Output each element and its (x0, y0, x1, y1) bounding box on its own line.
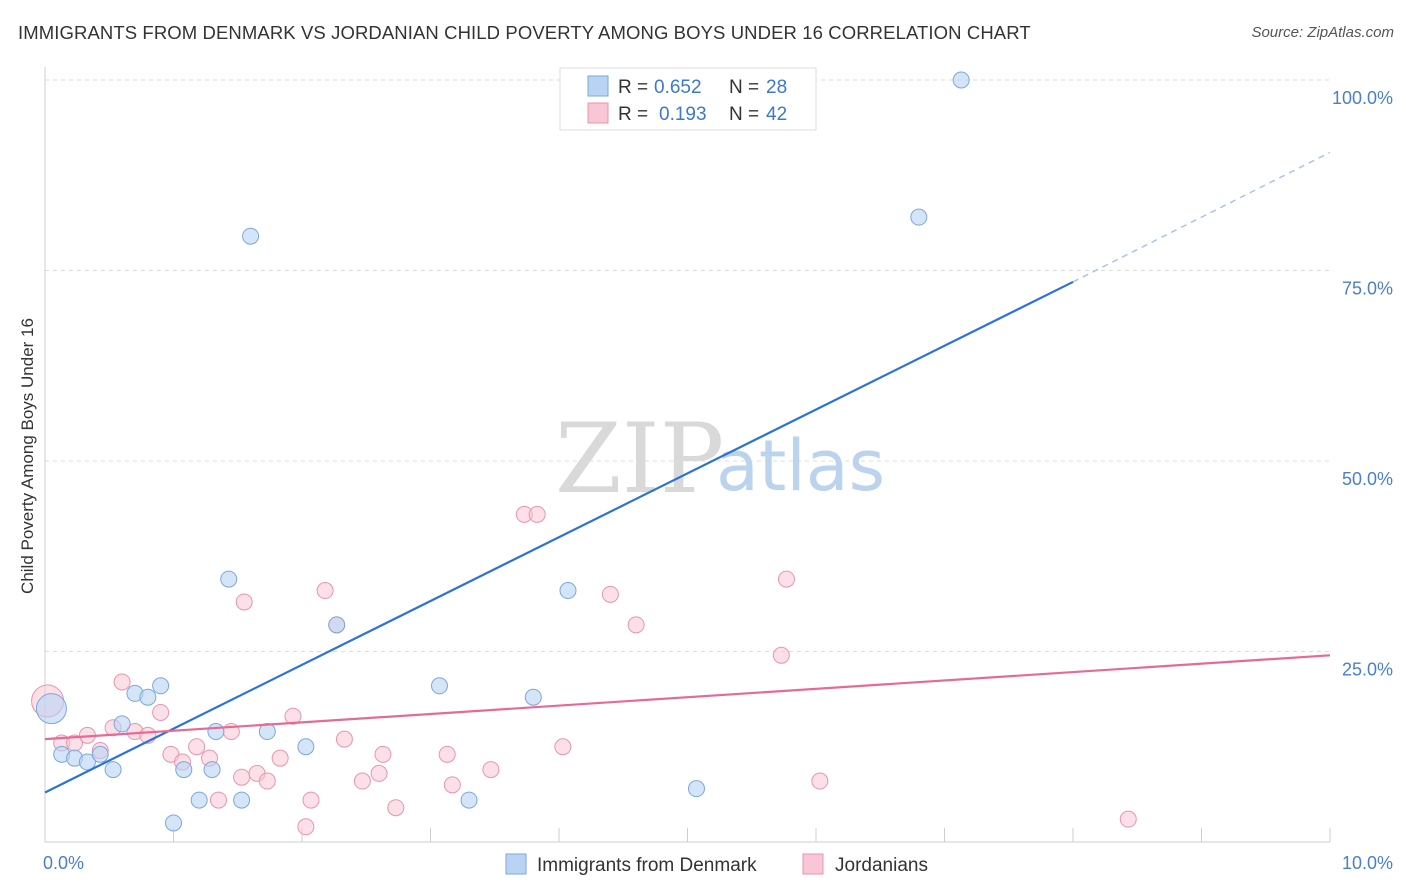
legend-n-value-2: 42 (766, 104, 787, 125)
denmark-point (258, 723, 276, 741)
denmark-point (175, 761, 193, 779)
page-title: IMMIGRANTS FROM DENMARK VS JORDANIAN CHI… (18, 22, 1031, 43)
legend-n-value-1: 28 (766, 77, 787, 98)
jordanians-point (335, 730, 353, 748)
jordanians-point (370, 764, 388, 782)
denmark-point (207, 723, 225, 741)
jordanians-point (284, 707, 302, 725)
jordanians-point (772, 646, 790, 664)
jordanians-point (233, 768, 251, 786)
denmark-point (139, 688, 157, 706)
grid-lines (45, 79, 1330, 652)
denmark-point (220, 570, 238, 588)
denmark-point (297, 738, 315, 756)
legend-swatch-denmark (587, 75, 609, 97)
y-tick-label: 100.0% (1332, 88, 1393, 108)
jordanians-point (271, 749, 289, 767)
bottom-legend-label-jordanians: Jordanians (835, 855, 928, 876)
y-axis-tick-labels: 25.0% 50.0% 75.0% 100.0% (1332, 88, 1393, 680)
x-axis-tick-labels: 0.0% 10.0% (43, 853, 1393, 873)
series-jordanians-points (31, 505, 1137, 836)
jordanians-point (258, 772, 276, 790)
bottom-legend-swatch-jordanians (802, 853, 824, 875)
jordanians-point (627, 616, 645, 634)
jordanians-point (482, 761, 500, 779)
jordanians-point (443, 776, 461, 794)
legend-r-value-1: 0.652 (654, 77, 702, 98)
legend-r-value-2: 0.193 (659, 104, 707, 125)
denmark-point (524, 688, 542, 706)
jordanians-point (601, 585, 619, 603)
denmark-point (203, 761, 221, 779)
series-denmark-points (35, 71, 970, 832)
legend: R = 0.652 N = 28 R = 0.193 N = 42 (559, 67, 817, 131)
denmark-point (910, 208, 928, 226)
legend-r-label-1: R = (618, 77, 648, 98)
jordanians-point (302, 791, 320, 809)
y-axis-label: Child Poverty Among Boys Under 16 (18, 318, 37, 594)
jordanians-point (1119, 810, 1137, 828)
legend-swatch-jordanians (587, 102, 609, 124)
denmark-point (328, 616, 346, 634)
denmark-point (165, 814, 182, 832)
jordanians-point (316, 582, 334, 600)
denmark-point (233, 791, 251, 809)
jordanians-point (113, 673, 131, 691)
bottom-legend: Immigrants from Denmark Jordanians (505, 853, 928, 876)
denmark-point (430, 677, 448, 695)
jordanians-point (297, 818, 315, 836)
jordanians-point (777, 570, 795, 588)
denmark-point (559, 582, 577, 600)
denmark-point (242, 227, 260, 245)
denmark-point (190, 791, 208, 809)
jordanians-point (554, 738, 572, 756)
denmark-trend-line (44, 280, 1074, 794)
jordanians-point (438, 745, 456, 763)
trend-lines (44, 151, 1331, 794)
y-tick-label: 25.0% (1342, 660, 1393, 680)
denmark-point (35, 693, 67, 725)
source-label: Source: ZipAtlas.com (1251, 24, 1394, 41)
denmark-point (104, 761, 122, 779)
legend-n-label-1: N = (729, 77, 759, 98)
jordanians-point (188, 738, 206, 756)
denmark-point (152, 677, 170, 695)
x-tick-label: 0.0% (43, 853, 84, 873)
denmark-point (91, 745, 109, 763)
y-tick-label: 50.0% (1342, 469, 1393, 489)
bottom-legend-swatch-denmark (505, 853, 527, 875)
denmark-point (460, 791, 478, 809)
watermark: ZIP atlas (555, 403, 885, 515)
x-axis-ticks (44, 828, 1331, 842)
legend-r-label-2: R = (618, 104, 648, 125)
jordanians-point (528, 505, 546, 523)
jordanians-point (209, 791, 227, 809)
jordanians-point (152, 703, 170, 721)
denmark-trend-extension (1072, 151, 1331, 283)
denmark-point (113, 715, 131, 733)
denmark-point (952, 71, 970, 89)
watermark-atlas: atlas (716, 425, 885, 507)
jordanians-trend-line (44, 654, 1331, 741)
legend-n-label-2: N = (729, 104, 759, 125)
y-tick-label: 75.0% (1342, 279, 1393, 299)
denmark-point (687, 780, 705, 798)
jordanians-point (387, 799, 405, 817)
jordanians-point (353, 772, 371, 790)
bottom-legend-label-denmark: Immigrants from Denmark (537, 855, 757, 876)
x-tick-label: 10.0% (1342, 853, 1393, 873)
jordanians-point (811, 772, 829, 790)
denmark-point (78, 753, 96, 771)
jordanians-point (374, 745, 392, 763)
jordanians-point (235, 593, 253, 611)
